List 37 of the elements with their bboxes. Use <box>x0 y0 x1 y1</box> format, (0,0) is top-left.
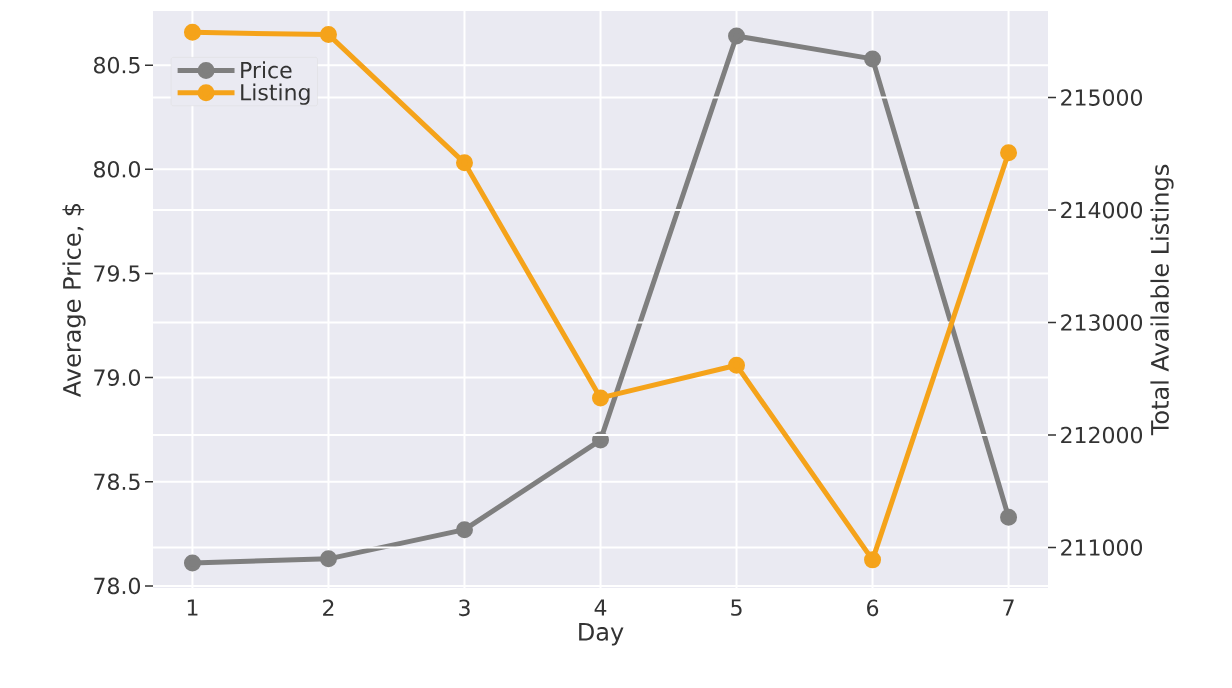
x-tick-label: 3 <box>459 599 470 617</box>
y-tick-label: 79.5 <box>94 265 140 282</box>
point <box>319 26 337 44</box>
y2-tick-label: 213000 <box>1061 314 1143 331</box>
point <box>864 50 882 68</box>
x-tick-label: 2 <box>323 599 334 616</box>
point <box>319 550 337 568</box>
point <box>592 431 610 449</box>
point <box>728 356 746 374</box>
point <box>728 27 746 45</box>
point <box>864 551 882 569</box>
y2-tick-label: 212000 <box>1061 426 1143 444</box>
y-axis-title: Average Price, $ <box>62 203 86 397</box>
y-tick-label: 78.0 <box>94 577 140 595</box>
x-tick-label: 1 <box>187 599 198 616</box>
y-tick-label: 80.0 <box>93 160 140 178</box>
point <box>455 521 473 539</box>
y2-axis-title: Total Available Listings <box>1150 164 1174 436</box>
point <box>1000 508 1018 526</box>
point <box>1000 144 1018 162</box>
point <box>183 23 201 41</box>
y2-tick-label: 214000 <box>1061 201 1143 219</box>
legend-label: Listing <box>241 83 310 105</box>
point <box>592 389 610 407</box>
y-tick-label: 79.0 <box>94 369 140 386</box>
y-tick-label: 78.5 <box>94 473 140 491</box>
x-tick-label: 4 <box>594 599 607 616</box>
x-tick-label: 7 <box>1003 599 1014 616</box>
x-tick-label: 5 <box>731 599 742 616</box>
y2-tick-label: 215000 <box>1061 89 1143 106</box>
legend-label: Price <box>241 61 292 79</box>
x-tick-label: 6 <box>867 599 879 617</box>
y2-tick-label: 211000 <box>1061 539 1143 556</box>
point <box>455 154 473 172</box>
point <box>183 554 201 572</box>
y-tick-label: 80.5 <box>93 56 140 74</box>
x-axis-title: Day <box>579 623 624 646</box>
